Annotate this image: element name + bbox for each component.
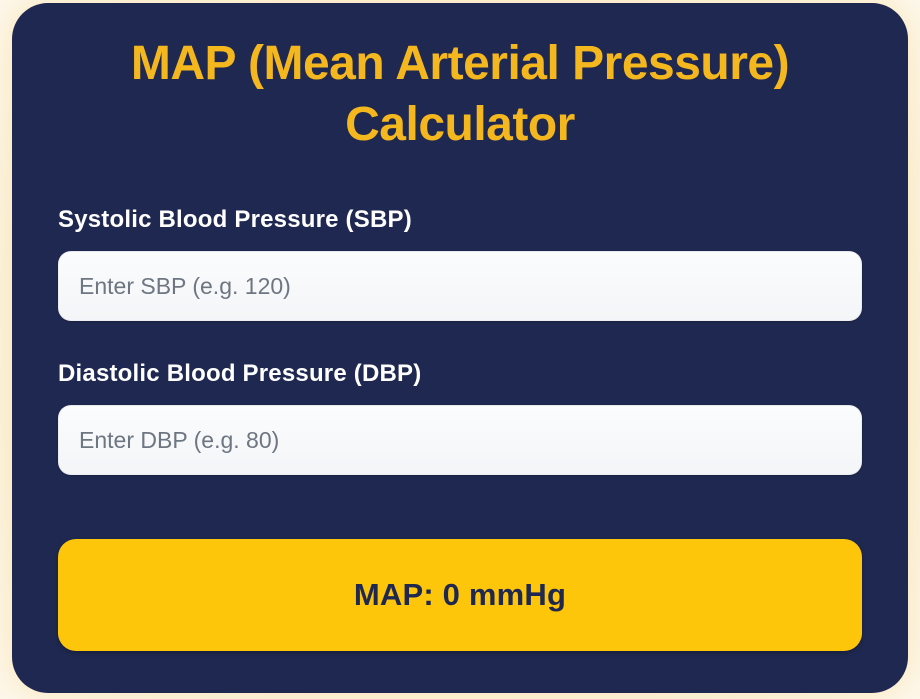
map-result-button[interactable]: MAP: 0 mmHg [58, 539, 862, 651]
page-title: MAP (Mean Arterial Pressure) Calculator [130, 37, 790, 151]
dbp-label: Diastolic Blood Pressure (DBP) [58, 360, 422, 387]
dbp-input[interactable] [58, 405, 862, 475]
calculator-card: MAP (Mean Arterial Pressure) Calculator … [12, 3, 908, 693]
sbp-input[interactable] [58, 251, 862, 321]
sbp-label: Systolic Blood Pressure (SBP) [58, 206, 412, 233]
